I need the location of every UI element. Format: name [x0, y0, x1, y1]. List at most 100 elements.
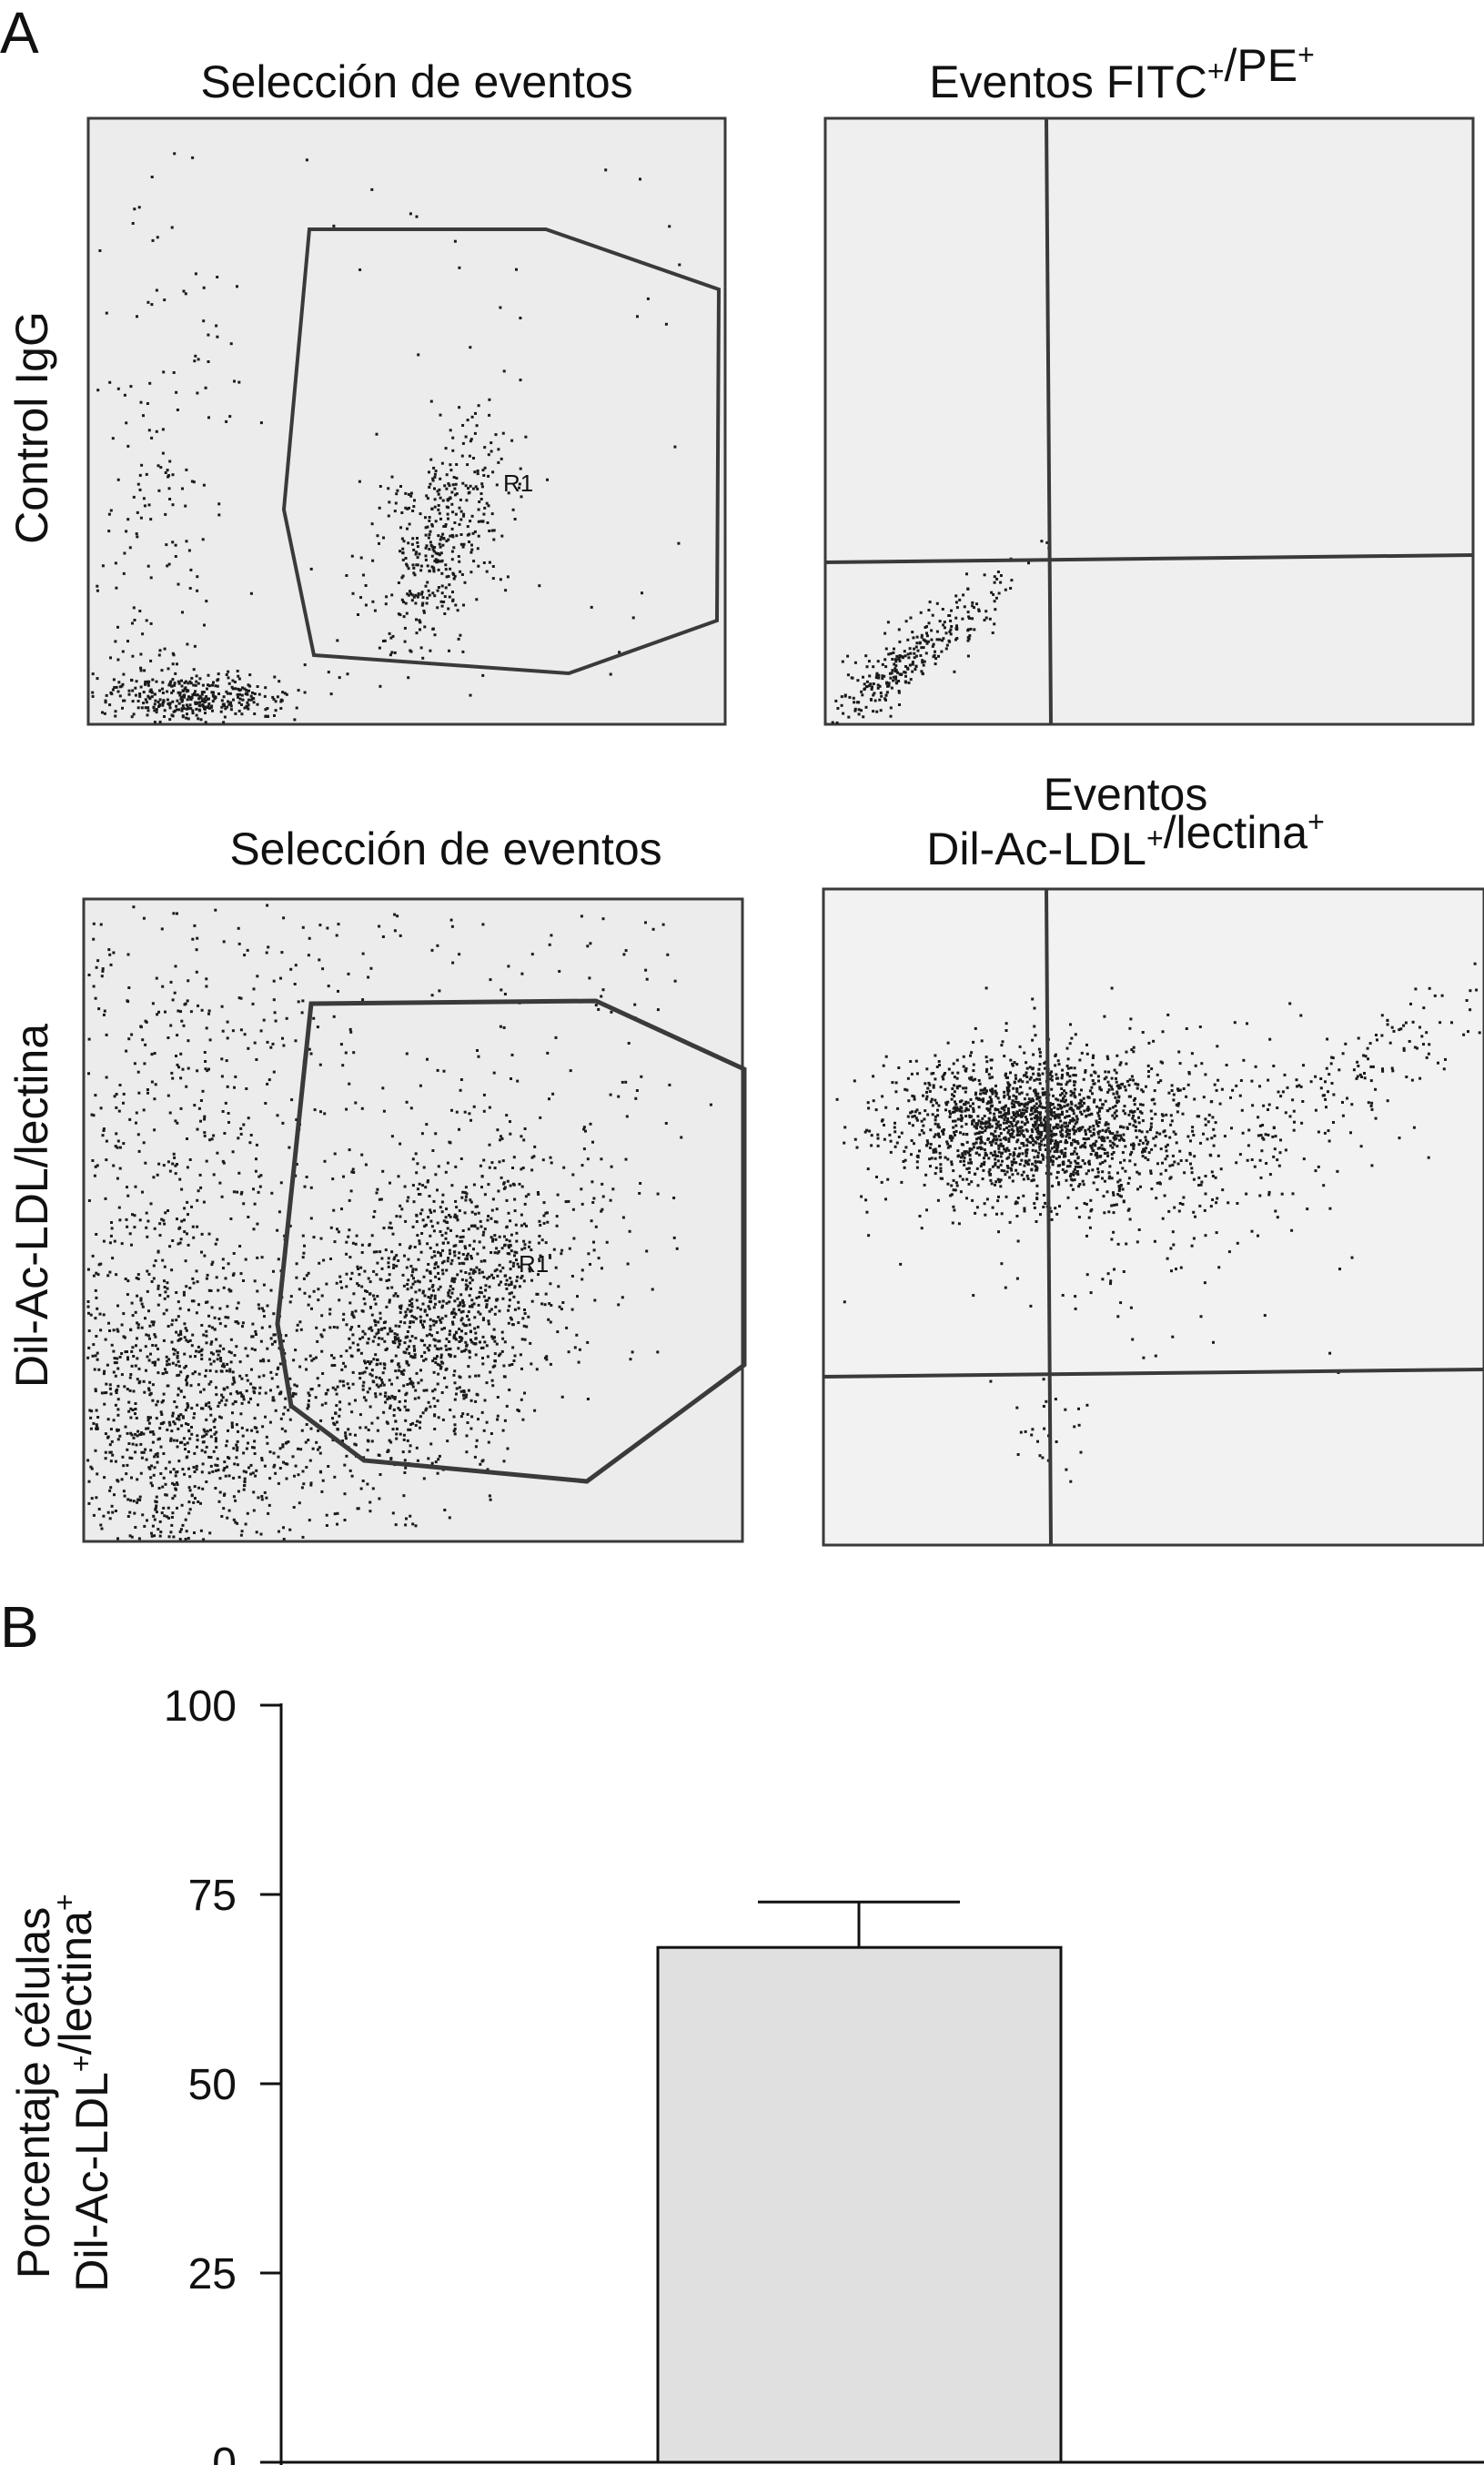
- event-dot: [477, 1303, 480, 1307]
- event-dot: [352, 1292, 356, 1296]
- event-dot: [373, 1298, 377, 1301]
- event-dot: [491, 470, 495, 474]
- event-dot: [997, 591, 1001, 595]
- event-dot: [512, 1156, 516, 1159]
- event-dot: [133, 1214, 136, 1217]
- event-dot: [415, 631, 419, 635]
- event-dot: [244, 1522, 247, 1526]
- event-dot: [196, 1434, 199, 1438]
- event-dot: [1006, 1117, 1010, 1120]
- event-dot: [476, 547, 480, 551]
- event-dot: [202, 286, 206, 289]
- event-dot: [169, 680, 173, 683]
- event-dot: [195, 1468, 198, 1471]
- event-dot: [240, 1377, 244, 1380]
- event-dot: [338, 1414, 341, 1418]
- event-dot: [968, 617, 972, 620]
- event-dot: [1042, 1137, 1045, 1141]
- event-dot: [348, 1148, 351, 1152]
- event-dot: [214, 1469, 217, 1472]
- event-dot: [99, 1262, 103, 1266]
- event-dot: [96, 1425, 99, 1429]
- event-dot: [106, 1510, 110, 1514]
- event-dot: [148, 690, 152, 693]
- event-dot: [436, 1471, 439, 1475]
- event-dot: [1004, 1116, 1007, 1118]
- event-dot: [1066, 1066, 1070, 1070]
- event-dot: [174, 965, 177, 968]
- event-dot: [470, 1305, 474, 1308]
- event-dot: [651, 1288, 654, 1291]
- event-dot: [523, 1308, 526, 1311]
- event-dot: [443, 1509, 447, 1511]
- event-dot: [1067, 1159, 1071, 1163]
- event-dot: [136, 1478, 139, 1481]
- event-dot: [348, 1346, 352, 1349]
- event-dot: [397, 581, 400, 584]
- event-dot: [961, 1177, 964, 1181]
- event-dot: [843, 693, 847, 697]
- event-dot: [350, 1271, 354, 1275]
- event-dot: [421, 1411, 425, 1415]
- event-dot: [415, 618, 418, 621]
- event-dot: [326, 926, 329, 930]
- event-dot: [136, 482, 140, 486]
- event-dot: [469, 484, 472, 488]
- event-dot: [870, 1134, 873, 1137]
- event-dot: [190, 676, 194, 680]
- event-dot: [242, 1202, 246, 1206]
- event-dot: [881, 1095, 884, 1098]
- event-dot: [624, 1157, 628, 1161]
- event-dot: [497, 448, 500, 451]
- event-dot: [453, 1299, 457, 1303]
- event-dot: [234, 712, 237, 715]
- event-dot: [166, 698, 169, 702]
- event-dot: [328, 1326, 332, 1329]
- event-dot: [128, 1376, 132, 1379]
- event-dot: [1053, 1111, 1056, 1115]
- event-dot: [376, 1358, 379, 1361]
- event-dot: [459, 510, 463, 513]
- event-dot: [258, 1386, 262, 1389]
- event-dot: [555, 1215, 559, 1218]
- row2-gate-plot-frame: [82, 897, 744, 1543]
- event-dot: [869, 682, 873, 686]
- event-dot: [389, 1407, 392, 1409]
- event-dot: [444, 1216, 448, 1219]
- event-dot: [437, 1316, 440, 1318]
- event-dot: [405, 1517, 408, 1520]
- event-dot: [153, 1227, 156, 1230]
- event-dot: [918, 642, 922, 645]
- event-dot: [515, 1239, 519, 1243]
- event-dot: [915, 1118, 919, 1122]
- event-dot: [454, 1338, 458, 1341]
- event-dot: [255, 1333, 257, 1336]
- event-dot: [147, 1421, 151, 1425]
- event-dot: [547, 1318, 550, 1321]
- event-dot: [441, 1304, 444, 1308]
- event-dot: [984, 1151, 987, 1155]
- event-dot: [358, 1426, 362, 1429]
- event-dot: [408, 1450, 411, 1453]
- event-dot: [310, 1359, 314, 1362]
- event-dot: [465, 1192, 469, 1196]
- event-dot: [448, 1516, 451, 1520]
- event-dot: [478, 1290, 481, 1294]
- event-dot: [162, 1392, 166, 1396]
- event-dot: [183, 1443, 187, 1447]
- event-dot: [196, 589, 199, 592]
- row2-quadrant-title: Eventos Dil-Ac-LDL+/lectina+: [926, 769, 1325, 874]
- event-dot: [164, 1368, 167, 1371]
- event-dot: [994, 608, 997, 611]
- event-dot: [375, 1250, 379, 1254]
- event-dot: [453, 1432, 457, 1436]
- event-dot: [429, 1297, 432, 1300]
- event-dot: [126, 1448, 129, 1451]
- event-dot: [157, 1162, 161, 1166]
- event-dot: [390, 593, 394, 597]
- event-dot: [500, 1176, 503, 1179]
- event-dot: [206, 706, 209, 710]
- event-dot: [459, 533, 463, 536]
- event-dot: [455, 1206, 459, 1209]
- event-dot: [379, 1384, 383, 1388]
